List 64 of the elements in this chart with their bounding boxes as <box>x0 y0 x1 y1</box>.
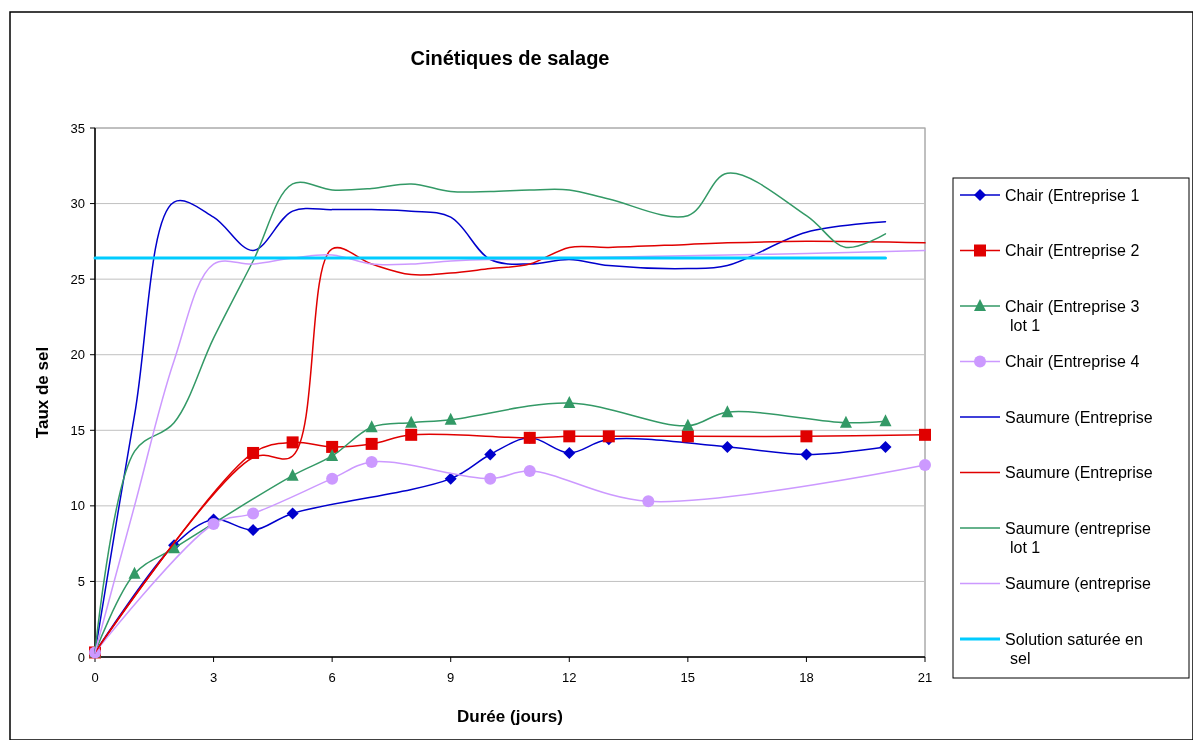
y-tick-label: 0 <box>77 649 85 665</box>
point <box>800 430 813 443</box>
point <box>681 430 694 443</box>
x-tick-label: 18 <box>799 670 814 685</box>
point <box>247 507 260 520</box>
legend-label: Saumure (entreprise <box>1005 575 1151 593</box>
point <box>326 448 339 461</box>
point <box>642 495 655 508</box>
x-tick-label: 6 <box>328 670 336 685</box>
point <box>800 448 813 461</box>
point <box>128 566 141 579</box>
point <box>405 428 418 441</box>
point <box>207 517 220 530</box>
point <box>405 415 418 428</box>
y-tick-label: 10 <box>70 498 85 514</box>
point <box>365 456 378 469</box>
x-tick-label: 21 <box>917 670 933 685</box>
x-tick-label: 12 <box>562 670 577 685</box>
point <box>523 465 536 478</box>
legend-label: Chair (Entreprise 2 <box>1005 242 1140 260</box>
point <box>484 472 497 485</box>
legend-label: Chair (Entreprise 1 <box>1005 186 1140 204</box>
point <box>681 418 694 431</box>
point <box>879 414 892 427</box>
y-axis-title: Taux de sel <box>33 346 52 439</box>
y-tick-label: 30 <box>70 196 85 212</box>
legend-label: Saumure (entreprise lot 1 <box>1005 519 1151 556</box>
legend-label: Saumure (Entreprise <box>1005 464 1153 482</box>
point <box>919 428 931 441</box>
y-tick-label: 25 <box>70 271 85 287</box>
y-tick-label: 15 <box>70 422 85 438</box>
x-tick-label: 15 <box>680 670 696 685</box>
point <box>365 437 378 450</box>
point <box>563 446 576 459</box>
y-tick-label: 5 <box>77 573 85 589</box>
point <box>365 420 378 433</box>
point <box>484 448 497 461</box>
point <box>879 440 892 453</box>
point <box>721 405 734 418</box>
point <box>286 507 299 520</box>
point <box>286 468 299 481</box>
point <box>444 412 457 425</box>
point <box>721 440 734 453</box>
point <box>563 430 576 443</box>
x-tick-label: 3 <box>209 670 218 685</box>
point <box>326 440 339 453</box>
point <box>326 472 339 485</box>
point <box>919 459 931 472</box>
x-axis-title: Durée (jours) <box>457 707 563 726</box>
y-tick-label: 35 <box>70 120 85 136</box>
point <box>563 396 576 409</box>
point <box>839 415 852 428</box>
point <box>247 524 260 537</box>
point <box>286 436 299 449</box>
legend-label: Solution saturée en sel <box>1005 630 1143 667</box>
legend-label: Chair (Entreprise 3 lot 1 <box>1005 297 1140 334</box>
legend-label: Saumure (Entreprise <box>1005 408 1153 426</box>
chart-title: Cinétiques de salage <box>410 47 610 69</box>
x-tick-label: 9 <box>447 670 455 685</box>
point <box>247 446 260 459</box>
y-tick-label: 20 <box>70 347 85 363</box>
legend-label: Chair (Entreprise 4 <box>1005 353 1140 371</box>
x-tick-label: 0 <box>91 670 99 685</box>
point <box>444 472 457 485</box>
